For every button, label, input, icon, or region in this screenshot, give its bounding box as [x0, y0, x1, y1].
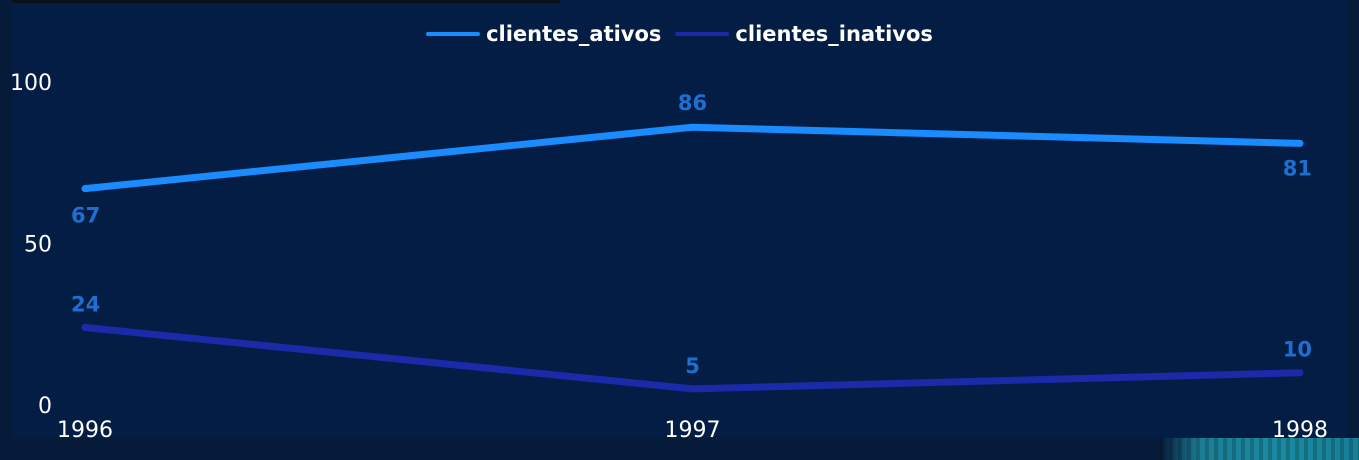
legend-swatch-ativos	[426, 32, 481, 36]
legend-item-inativos[interactable]: clientes_inativos	[675, 22, 933, 46]
y-tick-label: 50	[24, 233, 52, 258]
legend: clientes_ativos clientes_inativos	[0, 22, 1359, 46]
data-label-clientes_inativos: 24	[71, 292, 100, 316]
x-axis-ticks: 1996 1997 1998	[57, 418, 1328, 443]
series-line-clientes_ativos[interactable]	[81, 123, 1304, 193]
data-label-clientes_ativos: 86	[678, 91, 707, 115]
series-lines	[81, 123, 1304, 393]
data-label-clientes_ativos: 67	[71, 204, 100, 228]
chart-panel	[12, 0, 1347, 438]
top-bar	[12, 0, 560, 3]
x-tick-label: 1998	[1272, 418, 1328, 443]
y-tick-label: 100	[10, 71, 52, 96]
y-axis-ticks: 0 50 100	[10, 71, 52, 419]
series-line-clientes_inativos[interactable]	[81, 323, 1304, 393]
bottom-right-decoration	[1160, 438, 1359, 460]
data-label-clientes_inativos: 5	[685, 354, 700, 378]
legend-swatch-inativos	[675, 32, 730, 36]
x-tick-label: 1997	[665, 418, 721, 443]
y-tick-label: 0	[38, 394, 52, 419]
legend-label-inativos: clientes_inativos	[735, 22, 933, 46]
data-label-clientes_ativos: 81	[1283, 156, 1312, 180]
x-tick-label: 1996	[57, 418, 113, 443]
data-labels: 67 86 81 24 5 10	[71, 91, 1312, 378]
data-label-clientes_inativos: 10	[1283, 338, 1312, 362]
legend-item-ativos[interactable]: clientes_ativos	[426, 22, 661, 46]
legend-label-ativos: clientes_ativos	[486, 22, 662, 46]
